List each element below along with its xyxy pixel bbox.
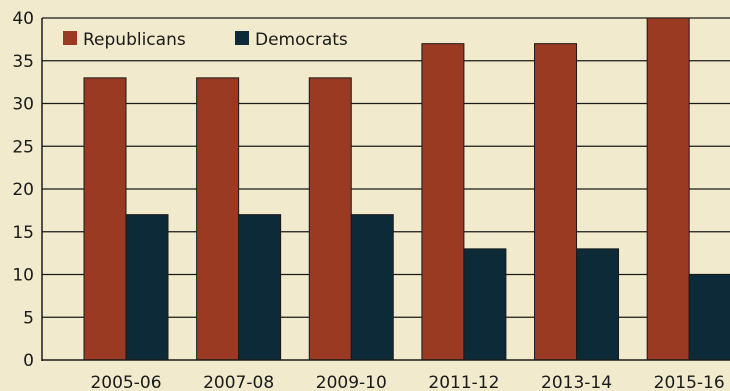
y-tick-label-20: 20 <box>12 180 34 200</box>
bar-democrats-2007-08 <box>238 214 282 361</box>
legend-swatch-democrats <box>235 31 249 45</box>
bar-democrats-2013-14 <box>576 248 620 361</box>
y-tick-label-35: 35 <box>12 52 34 72</box>
legend-label-republicans: Republicans <box>83 30 186 50</box>
x-tick-label-2007-08: 2007-08 <box>203 373 274 391</box>
x-tick-label-2009-10: 2009-10 <box>316 373 387 391</box>
legend-swatch-republicans <box>63 31 77 45</box>
bar-republicans-2005-06 <box>83 77 127 361</box>
y-tick-label-10: 10 <box>12 266 34 286</box>
x-tick-label-2005-06: 2005-06 <box>90 373 161 391</box>
bar-republicans-2015-16 <box>646 17 690 361</box>
bar-democrats-2009-10 <box>350 214 394 361</box>
y-tick-label-5: 5 <box>23 308 34 328</box>
x-tick-label-2013-14: 2013-14 <box>541 373 612 391</box>
bar-democrats-2011-12 <box>463 248 507 361</box>
y-tick-label-0: 0 <box>23 351 34 371</box>
axis-layer: 0 5 10 15 20 25 30 35 40 2005-06 2007-08 2009-10 201… <box>12 9 730 391</box>
legend-label-democrats: Democrats <box>255 30 348 50</box>
bar-republicans-2011-12 <box>421 43 465 361</box>
legend: Republicans Democrats <box>63 30 348 50</box>
x-tick-label-2015-16: 2015-16 <box>654 373 725 391</box>
bar-democrats-2015-16 <box>688 274 730 361</box>
x-tick-label-2011-12: 2011-12 <box>428 373 499 391</box>
y-tick-label-15: 15 <box>12 223 34 243</box>
bar-republicans-2007-08 <box>196 77 240 361</box>
y-tick-label-30: 30 <box>12 95 34 115</box>
bar-democrats-2005-06 <box>125 214 169 361</box>
y-tick-label-40: 40 <box>12 9 34 29</box>
bar-layer <box>83 17 730 361</box>
bar-republicans-2013-14 <box>534 43 578 361</box>
y-tick-label-25: 25 <box>12 137 34 157</box>
bar-republicans-2009-10 <box>308 77 352 361</box>
